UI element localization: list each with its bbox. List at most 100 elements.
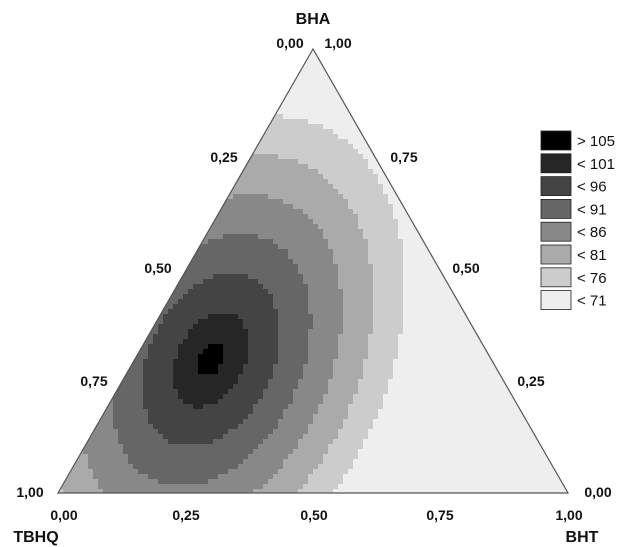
contour-cell: [388, 364, 394, 370]
contour-cell: [143, 444, 149, 450]
contour-cell: [198, 399, 204, 405]
contour-cell: [298, 59, 304, 65]
contour-cell: [268, 399, 274, 405]
contour-cell: [338, 234, 344, 240]
contour-cell: [273, 324, 279, 330]
contour-cell: [483, 349, 489, 355]
contour-cell: [183, 449, 189, 455]
contour-cell: [358, 379, 364, 385]
contour-cell: [443, 349, 449, 355]
contour-cell: [243, 364, 249, 370]
contour-cell: [313, 359, 319, 365]
contour-cell: [293, 234, 299, 240]
contour-cell: [493, 379, 499, 385]
contour-cell: [258, 299, 264, 305]
contour-cell: [323, 379, 329, 385]
contour-cell: [383, 184, 389, 190]
contour-cell: [258, 404, 264, 410]
contour-cell: [478, 439, 484, 445]
contour-cell: [288, 69, 294, 75]
contour-cell: [288, 229, 294, 235]
contour-cell: [213, 249, 219, 255]
contour-cell: [203, 334, 209, 340]
contour-cell: [263, 469, 269, 475]
contour-cell: [488, 424, 494, 430]
contour-cell: [348, 159, 354, 165]
contour-cell: [148, 334, 154, 340]
contour-cell: [268, 439, 274, 445]
contour-cell: [278, 269, 284, 275]
contour-cell: [318, 129, 324, 135]
contour-cell: [273, 134, 279, 140]
contour-cell: [378, 394, 384, 400]
contour-cell: [248, 279, 254, 285]
contour-cell: [103, 424, 109, 430]
contour-cell: [253, 294, 259, 300]
contour-cell: [273, 264, 279, 270]
contour-cell: [468, 424, 474, 430]
contour-cell: [448, 459, 454, 465]
contour-cell: [168, 464, 174, 470]
contour-cell: [168, 424, 174, 430]
contour-cell: [128, 449, 134, 455]
contour-cell: [358, 344, 364, 350]
contour-cell: [193, 429, 199, 435]
contour-cell: [488, 394, 494, 400]
contour-cell: [163, 329, 169, 335]
contour-cell: [88, 449, 94, 455]
contour-cell: [308, 199, 314, 205]
contour-cell: [268, 289, 274, 295]
contour-cell: [408, 239, 414, 245]
contour-cell: [218, 274, 224, 280]
contour-cell: [203, 214, 209, 220]
contour-cell: [318, 319, 324, 325]
contour-cell: [258, 234, 264, 240]
contour-cell: [203, 339, 209, 345]
contour-cell: [433, 449, 439, 455]
contour-cell: [333, 374, 339, 380]
contour-cell: [98, 449, 104, 455]
contour-cell: [218, 194, 224, 200]
contour-cell: [268, 319, 274, 325]
contour-cell: [288, 374, 294, 380]
contour-cell: [273, 184, 279, 190]
contour-cell: [393, 254, 399, 260]
contour-cell: [373, 389, 379, 395]
contour-cell: [378, 229, 384, 235]
contour-cell: [278, 279, 284, 285]
contour-cell: [313, 189, 319, 195]
contour-cell: [193, 334, 199, 340]
contour-cell: [318, 209, 324, 215]
contour-cell: [308, 84, 314, 90]
contour-cell: [208, 449, 214, 455]
contour-cell: [473, 449, 479, 455]
contour-cell: [328, 384, 334, 390]
contour-cell: [328, 354, 334, 360]
contour-cell: [358, 239, 364, 245]
contour-cell: [308, 479, 314, 485]
contour-cell: [438, 244, 444, 250]
contour-cell: [248, 439, 254, 445]
contour-cell: [233, 284, 239, 290]
contour-cell: [298, 414, 304, 420]
contour-cell: [273, 354, 279, 360]
contour-cell: [458, 394, 464, 400]
contour-cell: [228, 219, 234, 225]
contour-cell: [423, 244, 429, 250]
contour-cell: [88, 469, 94, 475]
contour-cell: [288, 109, 294, 115]
contour-cell: [428, 259, 434, 265]
contour-cell: [88, 454, 94, 460]
contour-cell: [73, 474, 79, 480]
contour-cell: [178, 414, 184, 420]
contour-cell: [503, 484, 509, 490]
contour-cell: [363, 274, 369, 280]
contour-cell: [313, 199, 319, 205]
contour-cell: [368, 369, 374, 375]
contour-cell: [103, 414, 109, 420]
contour-cell: [163, 289, 169, 295]
contour-cell: [478, 424, 484, 430]
contour-cell: [293, 374, 299, 380]
contour-cell: [153, 369, 159, 375]
contour-cell: [248, 414, 254, 420]
